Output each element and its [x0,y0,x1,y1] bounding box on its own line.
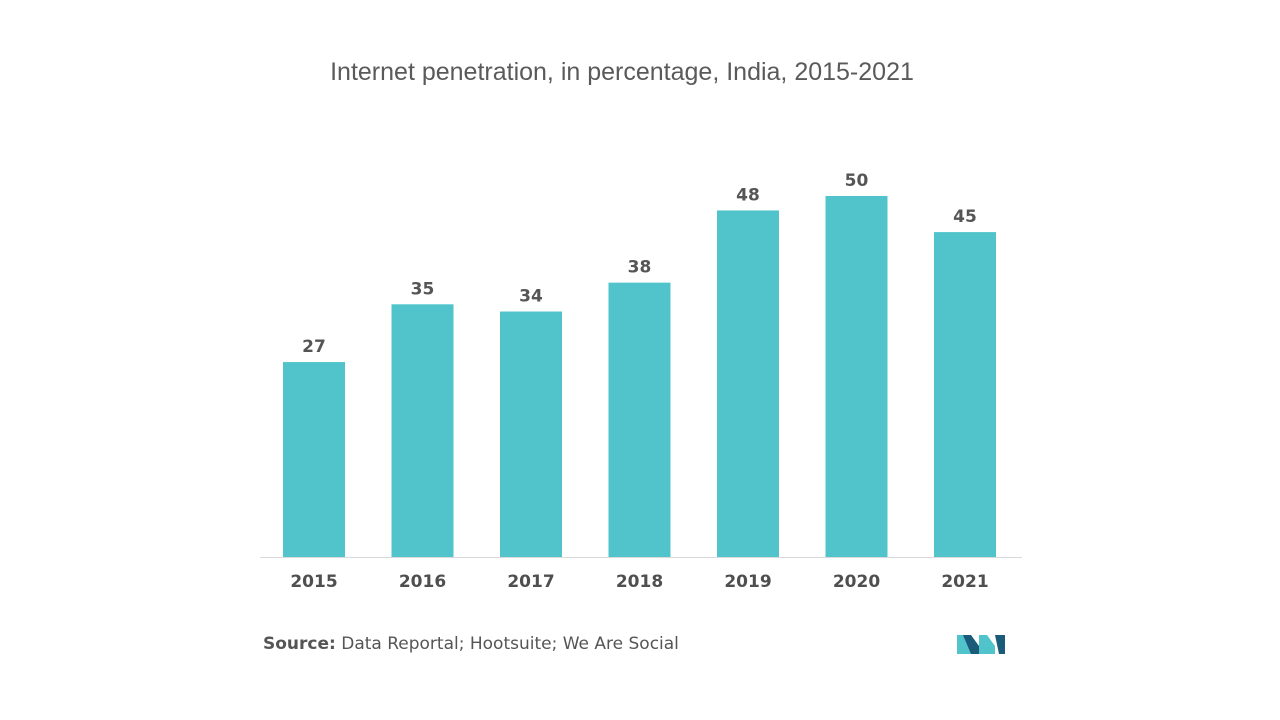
bar-2017 [500,311,562,557]
x-tick-label-2016: 2016 [399,572,446,592]
x-tick-label-2021: 2021 [941,572,988,592]
data-label-2018: 38 [628,258,652,278]
source-note: Source: Data Reportal; Hootsuite; We Are… [263,634,679,654]
chart-title: Internet penetration, in percentage, Ind… [330,58,914,86]
bar-2016 [391,304,454,557]
x-tick-label-2019: 2019 [724,572,771,592]
data-label-2017: 34 [519,287,543,307]
source-label: Source: [263,634,336,654]
bar-2020 [825,196,888,557]
data-label-2020: 50 [845,171,869,191]
data-label-2015: 27 [302,337,326,357]
bars-group: 27 35 34 38 48 50 45 [283,171,996,557]
source-text: Data Reportal; Hootsuite; We Are Social [341,634,679,654]
logo-shape-1 [957,635,971,654]
data-label-2016: 35 [411,279,435,299]
x-tick-label-2020: 2020 [833,572,880,592]
x-ticks-group: 2015 2016 2017 2018 2019 2020 2021 [290,572,988,592]
logo-shape-3 [979,635,995,654]
x-tick-label-2015: 2015 [290,572,337,592]
data-label-2019: 48 [736,185,760,205]
bar-2015 [283,362,345,557]
mordor-logo-icon [957,635,1005,654]
bar-2021 [934,232,996,557]
data-label-2021: 45 [953,207,977,227]
x-tick-label-2017: 2017 [507,572,554,592]
logo-shape-2 [963,635,979,654]
bar-2019 [717,210,779,557]
logo-shape-4 [995,635,1005,654]
x-tick-label-2018: 2018 [616,572,663,592]
bar-2018 [608,282,671,557]
